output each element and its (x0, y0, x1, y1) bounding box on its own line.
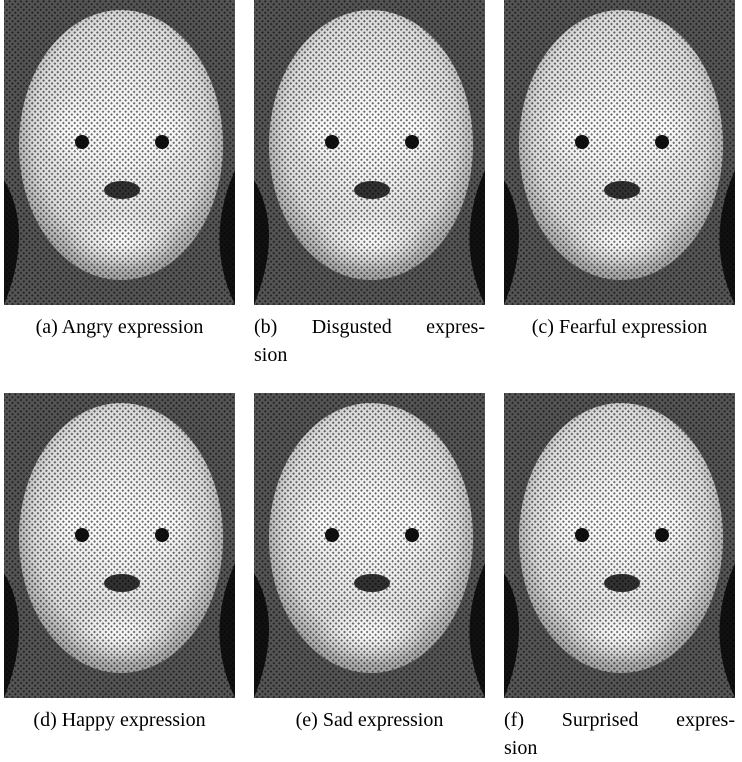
figure: (b) Disgusted expres-sion (254, 0, 485, 369)
figure: (c) Fearful expression (504, 0, 735, 341)
figure: (d) Happy expression (4, 393, 235, 734)
face-image (254, 0, 485, 305)
caption-line: (d) Happy expression (4, 706, 235, 734)
caption: (a) Angry expression (4, 313, 235, 341)
face-image (4, 0, 235, 305)
caption-line: (e) Sad expression (254, 706, 485, 734)
page: (a) Angry expression (b) Disgusted expre… (0, 0, 742, 759)
caption-line: (b) Disgusted expres- (254, 313, 485, 341)
caption: (e) Sad expression (254, 706, 485, 734)
caption: (f) Surprised expres-sion (504, 706, 735, 762)
caption-line: sion (504, 734, 735, 762)
caption: (b) Disgusted expres-sion (254, 313, 485, 369)
caption-line: (c) Fearful expression (504, 313, 735, 341)
caption-line: sion (254, 341, 485, 369)
figure: (e) Sad expression (254, 393, 485, 734)
caption: (d) Happy expression (4, 706, 235, 734)
figure: (a) Angry expression (4, 0, 235, 341)
caption-line: (a) Angry expression (4, 313, 235, 341)
face-image (504, 393, 735, 698)
figure: (f) Surprised expres-sion (504, 393, 735, 762)
face-image (504, 0, 735, 305)
face-image (4, 393, 235, 698)
caption-line: (f) Surprised expres- (504, 706, 735, 734)
face-image (254, 393, 485, 698)
caption: (c) Fearful expression (504, 313, 735, 341)
